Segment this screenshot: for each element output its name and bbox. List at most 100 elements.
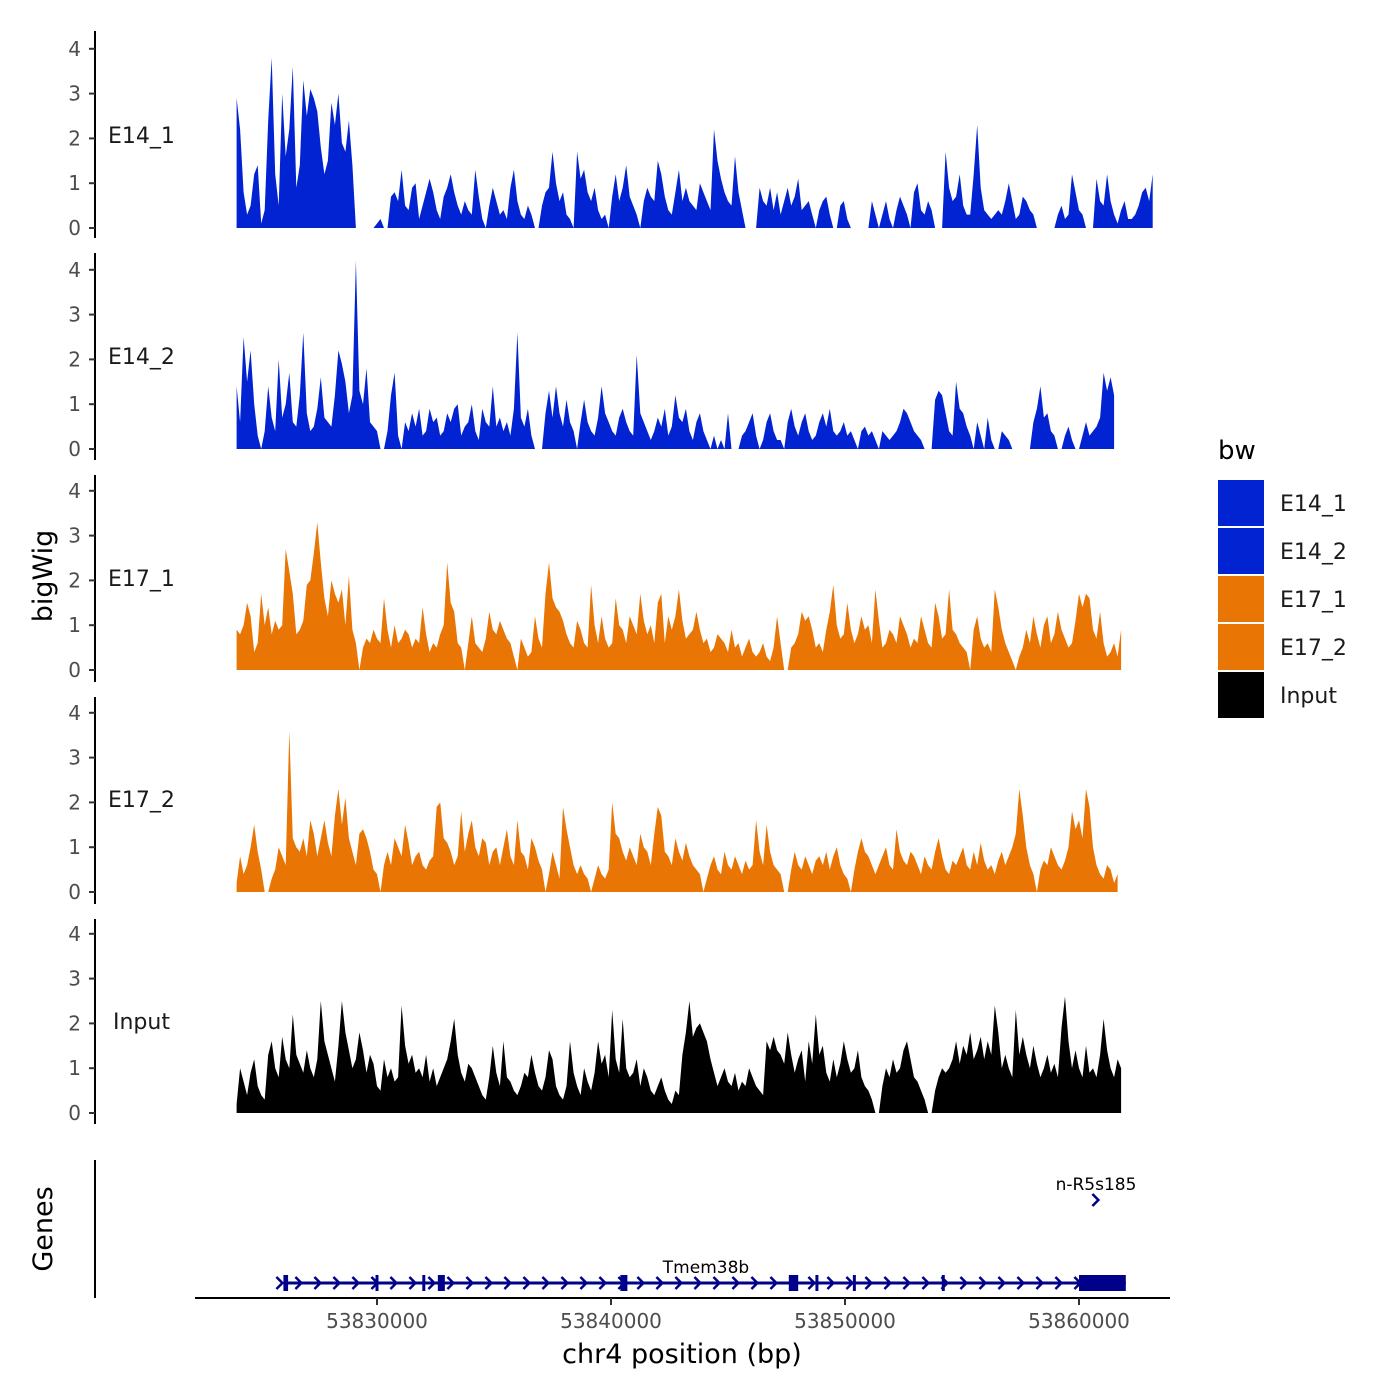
y-tick-label: 4 [68,701,81,725]
genes-axis-title: Genes [28,1186,59,1271]
gene-strand-arrow [294,1276,304,1290]
y-tick-label: 4 [68,258,81,282]
y-tick-label: 0 [68,658,81,682]
track-label-Input: Input [113,1010,170,1035]
gene-strand-arrow [332,1276,342,1290]
y-tick-label: 2 [68,1011,81,1035]
gene-exon [620,1275,628,1291]
gene-strand-arrow [579,1276,589,1290]
legend-label-E14_2: E14_2 [1280,540,1347,565]
y-tick-label: 0 [68,216,81,240]
gene-strand-arrow [769,1276,779,1290]
gene-exon [437,1275,445,1291]
gene-strand-arrow [731,1276,741,1290]
gene-strand-arrow [484,1276,494,1290]
track-label-E17_1: E17_1 [108,567,175,592]
x-axis-title: chr4 position (bp) [562,1339,802,1370]
gene-strand-arrow [541,1276,551,1290]
y-tick-label: 1 [68,171,81,195]
x-tick-label: 53850000 [794,1309,896,1333]
track-E17_1 [236,522,1122,670]
gene-strand-arrow [921,1276,931,1290]
gene-strand-arrow [807,1276,817,1290]
y-tick-label: 2 [68,126,81,150]
y-tick-label: 4 [68,922,81,946]
track-E14_1 [236,57,1153,228]
legend-label-Input: Input [1280,684,1337,709]
gene-strand-arrow [883,1276,893,1290]
y-tick-label: 1 [68,835,81,859]
gene-strand-arrow [693,1276,703,1290]
gene-strand-arrow [826,1276,836,1290]
y-tick-label: 4 [68,37,81,61]
gene-strand-arrow [712,1276,722,1290]
gene-strand-arrow [427,1276,437,1290]
track-label-E14_1: E14_1 [108,124,175,149]
gene-strand-arrow [275,1276,285,1290]
gene-strand-arrow [351,1276,361,1290]
y-tick-label: 3 [68,524,81,548]
area-E17_2 [236,730,1118,892]
gene-strand-arrow [1054,1276,1064,1290]
gene-strand-arrow [408,1276,418,1290]
track-Input [236,996,1122,1113]
gene-exon [283,1275,289,1291]
gene-strand-arrow [560,1276,570,1290]
track-E14_2 [236,260,1115,449]
legend: bw E14_1 E14_2 E17_1 E17_2 Input [1218,436,1347,718]
gene-strand-arrow [522,1276,532,1290]
legend-key-E14_1 [1218,480,1264,526]
gene-strand-arrow [1016,1276,1026,1290]
gene-strand-arrow [313,1276,323,1290]
y-tick-label: 3 [68,746,81,770]
gene-strand-arrow [845,1276,855,1290]
legend-key-E17_1 [1218,576,1264,622]
y-tick-label: 1 [68,613,81,637]
legend-items: E14_1 E14_2 E17_1 E17_2 Input [1218,480,1347,718]
legend-label-E17_1: E17_1 [1280,588,1347,613]
legend-label-E14_1: E14_1 [1280,492,1347,517]
track-label-E17_2: E17_2 [108,788,175,813]
gene-strand-arrow [978,1276,988,1290]
gene-strand-arrow [864,1276,874,1290]
y-tick-label: 2 [68,790,81,814]
x-tick-label: 53830000 [326,1309,428,1333]
gene-ticks-tmem38b [375,1275,945,1291]
gene-exon [788,1275,799,1291]
x-tick-label: 53840000 [560,1309,662,1333]
x-tick-label: 53860000 [1028,1309,1130,1333]
legend-label-E17_2: E17_2 [1280,636,1347,661]
y-tick-label: 3 [68,303,81,327]
gene-strand-arrow [997,1276,1007,1290]
y-tick-label: 0 [68,437,81,461]
gene-strand-arrow [446,1276,456,1290]
gene-strand-arrow [503,1276,513,1290]
gene-exons-tmem38b [283,1275,1126,1291]
y-axis-title: bigWig [28,530,59,623]
x-ticks: 53830000 53840000 53850000 53860000 [326,1298,1130,1333]
y-ticks: 0 1 2 3 4 0 1 2 3 4 0 1 2 3 4 0 1 2 3 4 0 1 2 3 4 [68,37,95,1125]
area-E17_1 [236,522,1122,670]
gene-strand-arrow [598,1276,608,1290]
gene-exon [1079,1275,1126,1291]
gene-strand-arrow [959,1276,969,1290]
y-tick-label: 4 [68,479,81,503]
area-Input [236,996,1122,1113]
legend-key-E14_2 [1218,528,1264,574]
gene-arrow-n-r5s185 [1091,1193,1101,1207]
area-E14_2 [236,260,1115,449]
y-tick-label: 3 [68,82,81,106]
legend-title: bw [1218,436,1256,466]
area-E14_1 [236,57,1153,228]
gene-strand-arrow [389,1276,399,1290]
legend-key-E17_2 [1218,624,1264,670]
gene-track: Tmem38b n-R5s185 [275,1175,1136,1291]
y-tick-label: 0 [68,880,81,904]
gene-strand-arrow [1035,1276,1045,1290]
gene-strand-arrow [655,1276,665,1290]
gene-strand-arrow [750,1276,760,1290]
gene-arrows-tmem38b [275,1276,1083,1290]
y-tick-label: 1 [68,392,81,416]
y-tick-label: 0 [68,1101,81,1125]
track-label-E14_2: E14_2 [108,345,175,370]
